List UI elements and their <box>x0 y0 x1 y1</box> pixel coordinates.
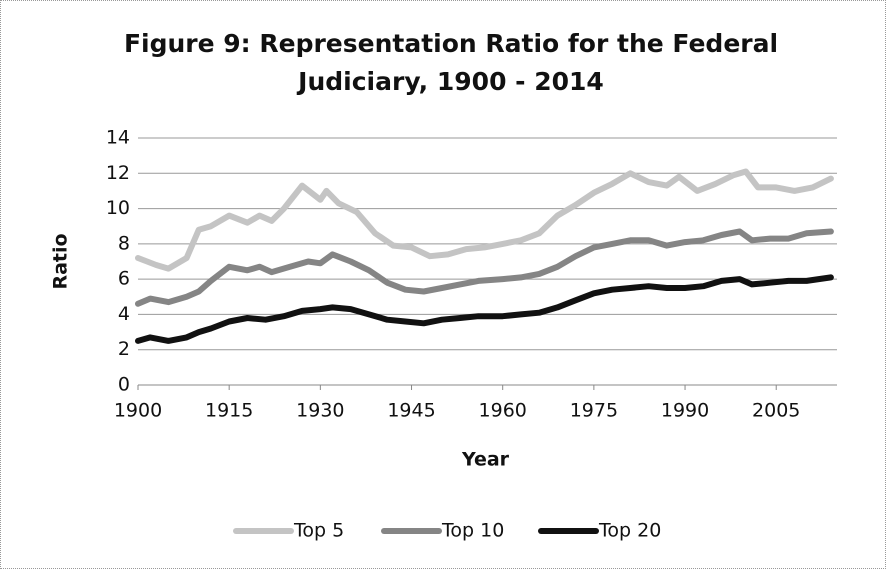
x-tick-label: 1915 <box>205 400 253 422</box>
x-tick-label: 1930 <box>296 400 344 422</box>
x-axis-label: Year <box>461 449 510 471</box>
legend-label: Top 20 <box>598 520 661 542</box>
x-tick-label: 1900 <box>114 400 162 422</box>
x-tick-label: 1960 <box>479 400 527 422</box>
y-tick-label: 6 <box>118 268 130 290</box>
series-line <box>135 228 834 307</box>
y-tick-label: 10 <box>106 197 130 219</box>
y-tick-label: 12 <box>106 162 130 184</box>
chart-title: Figure 9: Representation Ratio for the F… <box>123 29 779 96</box>
y-tick-label: 14 <box>106 127 130 149</box>
y-axis-label: Ratio <box>50 233 72 289</box>
legend-label: Top 5 <box>293 520 344 542</box>
y-tick-label: 4 <box>118 303 130 325</box>
y-tick-label: 2 <box>118 338 130 360</box>
y-tick-label: 0 <box>118 374 130 396</box>
x-tick-label: 2005 <box>752 400 800 422</box>
x-tick-label: 1975 <box>570 400 618 422</box>
legend-label: Top 10 <box>441 520 504 542</box>
series-line <box>135 274 834 344</box>
series-line <box>135 168 834 272</box>
y-tick-label: 8 <box>118 232 130 254</box>
x-tick-label: 1945 <box>387 400 435 422</box>
x-tick-label: 1990 <box>661 400 709 422</box>
